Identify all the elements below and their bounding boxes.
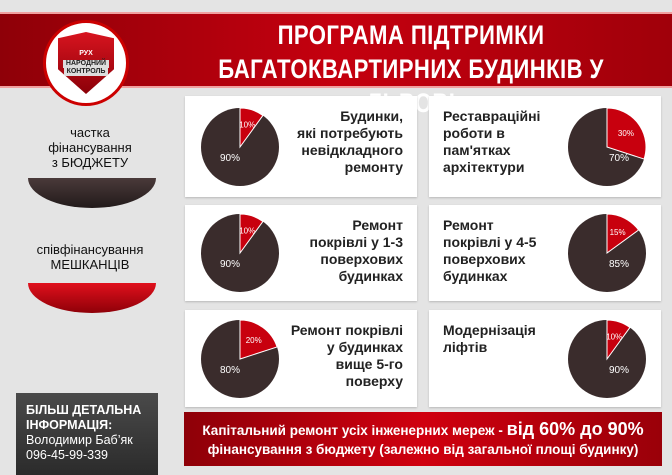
title-line: Ремонт bbox=[443, 217, 494, 233]
title-line: роботи в bbox=[443, 125, 505, 141]
pie-chart: 15% 85% bbox=[568, 213, 646, 292]
pie-chart: 20% 80% bbox=[201, 318, 279, 398]
pie-card-title: Ремонт покрівлі у 4-5 поверхових будинках bbox=[443, 217, 536, 285]
pie-slice-residents bbox=[239, 213, 264, 255]
pie-card: 20% 80% Ремонт покрівлі у будинках вище 5-го… bbox=[185, 310, 417, 407]
title-line: Модернізація bbox=[443, 322, 536, 338]
pie-label-budget: 90% bbox=[609, 365, 629, 376]
legend-budget-swatch bbox=[28, 178, 156, 208]
title-line: архітектури bbox=[443, 159, 525, 175]
title-line: будинках bbox=[338, 268, 403, 284]
logo-line-2: КОНТРОЛЬ bbox=[63, 68, 109, 76]
title-line: поверху bbox=[345, 373, 403, 389]
contact-phone: 096-45-99-339 bbox=[26, 448, 109, 462]
pie-slice-residents bbox=[606, 213, 640, 254]
pie-slice-residents bbox=[239, 318, 278, 360]
title-line: покрівлі у 1-3 bbox=[309, 234, 403, 250]
pie-slice-residents bbox=[239, 106, 264, 149]
footer-highlight: від 60% до 90% bbox=[506, 419, 644, 439]
title-line: вище 5-го bbox=[335, 356, 403, 372]
title-line: Ремонт покрівлі bbox=[290, 322, 403, 338]
pie-card: 10% 90% Будинки, які потребують невідкладног… bbox=[185, 96, 417, 197]
title-line: покрівлі у 4-5 bbox=[443, 234, 537, 250]
pie-card: 10% 90% Ремонт покрівлі у 1-3 поверхових буди… bbox=[185, 205, 417, 301]
pie-label-residents: 10% bbox=[239, 120, 255, 129]
pie-label-residents: 20% bbox=[246, 336, 262, 345]
pie-label-budget: 85% bbox=[609, 259, 629, 270]
legend-residents-label: співфінансування МЕШКАНЦІВ bbox=[36, 242, 144, 272]
pie-label-budget: 90% bbox=[220, 153, 240, 164]
shield-icon: РУХ НАРОДНИЙ КОНТРОЛЬ bbox=[58, 32, 114, 94]
title-line: будинках bbox=[443, 268, 508, 284]
pie-card: 15% 85% Ремонт покрівлі у 4-5 поверхових буди… bbox=[429, 205, 661, 301]
title-line: пам'ятках bbox=[443, 142, 511, 158]
pie-label-residents: 10% bbox=[606, 332, 622, 341]
pie-card-title: Ремонт покрівлі у будинках вище 5-го поверх… bbox=[291, 322, 403, 390]
pie-chart: 10% 90% bbox=[201, 106, 279, 186]
title-line-1: ПРОГРАМА ПІДТРИМКИ bbox=[277, 20, 545, 50]
logo-line-1: НАРОДНИЙ bbox=[62, 60, 110, 68]
title-line: Ремонт bbox=[352, 217, 403, 233]
pie-chart: 10% 90% bbox=[201, 213, 279, 292]
pie-card: 30% 70% Реставраційні роботи в пам'ятках архі… bbox=[429, 96, 661, 197]
pie-label-budget: 70% bbox=[609, 153, 629, 164]
pie-card: 10% 90% Модернізація ліфтів bbox=[429, 310, 661, 407]
pie-label-budget: 80% bbox=[220, 365, 240, 376]
title-line: у будинках bbox=[326, 339, 403, 355]
title-line: ремонту bbox=[344, 159, 403, 175]
pie-card-title: Ремонт покрівлі у 1-3 поверхових будинках bbox=[310, 217, 403, 285]
pie-label-residents: 10% bbox=[239, 227, 255, 236]
footer-banner: Капітальний ремонт усіх інженерних мереж… bbox=[184, 412, 662, 466]
logo: РУХ НАРОДНИЙ КОНТРОЛЬ bbox=[43, 20, 129, 106]
title-line: які потребують bbox=[297, 125, 403, 141]
pie-label-budget: 90% bbox=[220, 259, 240, 270]
title-line: ліфтів bbox=[443, 339, 488, 355]
pie-card-title: Будинки, які потребують невідкладного ремон… bbox=[297, 108, 403, 176]
pie-label-residents: 30% bbox=[618, 129, 634, 138]
contact-info: БІЛЬШ ДЕТАЛЬНА ІНФОРМАЦІЯ: Володимир Баб’… bbox=[16, 393, 158, 475]
pie-card-title: Реставраційні роботи в пам'ятках архітектур… bbox=[443, 108, 540, 176]
pie-slice-residents bbox=[606, 106, 647, 160]
pie-label-residents: 15% bbox=[610, 228, 626, 237]
title-line: поверхових bbox=[443, 251, 526, 267]
pie-chart: 10% 90% bbox=[568, 318, 646, 398]
contact-name: Володимир Баб’як bbox=[26, 433, 133, 447]
logo-top: РУХ bbox=[79, 50, 93, 57]
legend-residents-swatch bbox=[28, 283, 156, 313]
pie-slice-residents bbox=[606, 318, 631, 361]
legend-budget-label: частка фінансування з БЮДЖЕТУ bbox=[48, 125, 132, 170]
pie-card-title: Модернізація ліфтів bbox=[443, 322, 536, 356]
title-line: Реставраційні bbox=[443, 108, 541, 124]
title-line: невідкладного bbox=[301, 142, 403, 158]
title-line: поверхових bbox=[320, 251, 403, 267]
pie-chart: 30% 70% bbox=[568, 106, 647, 186]
title-line: Будинки, bbox=[340, 108, 403, 124]
